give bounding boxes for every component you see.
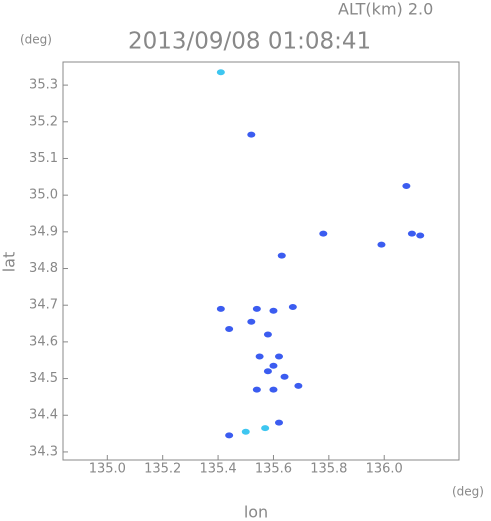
echo — [402, 182, 411, 189]
y-tick-label: 34.6 — [29, 334, 58, 349]
chart-title: 2013/09/08 01:08:41 — [128, 29, 371, 55]
y-tick-label: 34.3 — [29, 444, 58, 459]
echo — [252, 305, 261, 312]
echo — [294, 382, 303, 389]
x-tick-label: 136.0 — [366, 462, 403, 477]
x-label: lon — [244, 503, 268, 521]
echo — [275, 419, 283, 426]
y-tick-label: 34.7 — [29, 298, 58, 313]
echo — [377, 241, 386, 248]
echo — [319, 230, 328, 237]
echo — [216, 69, 225, 76]
echo — [275, 353, 283, 360]
echo — [252, 386, 261, 393]
plot-frame — [62, 61, 460, 461]
y-tick-label: 35.1 — [29, 151, 58, 166]
y-tick-label: 35.2 — [29, 114, 58, 129]
echo — [247, 318, 256, 325]
echo — [416, 232, 425, 239]
echo — [225, 326, 234, 333]
echo — [269, 386, 278, 393]
echo — [263, 331, 272, 338]
echo — [216, 305, 225, 312]
y-unit: (deg) — [20, 33, 52, 47]
echo — [263, 368, 272, 375]
echo — [255, 353, 264, 360]
subtitle: ALT(km) 2.0 — [338, 0, 433, 19]
echo — [225, 432, 234, 439]
y-tick-label: 35.3 — [29, 78, 58, 93]
y-tick-label: 34.4 — [29, 408, 58, 423]
echo — [407, 230, 416, 237]
echo — [269, 362, 278, 369]
echo — [277, 252, 286, 259]
y-tick-label: 34.8 — [29, 261, 58, 276]
y-tick-label: 34.5 — [29, 371, 58, 386]
x-tick-label: 135.2 — [144, 462, 181, 477]
echo — [241, 428, 250, 435]
x-tick-label: 135.4 — [199, 462, 236, 477]
echo — [280, 373, 289, 380]
echo — [288, 304, 297, 311]
x-tick-label: 135.8 — [310, 462, 347, 477]
echo — [247, 131, 256, 138]
y-tick-label: 34.9 — [29, 224, 58, 239]
x-tick-label: 135.0 — [89, 462, 126, 477]
x-tick-label: 135.6 — [255, 462, 292, 477]
echo — [261, 425, 270, 432]
echo — [269, 307, 278, 314]
x-unit: (deg) — [452, 485, 484, 499]
y-label: lat — [0, 252, 19, 273]
y-tick-label: 35.0 — [29, 188, 58, 203]
